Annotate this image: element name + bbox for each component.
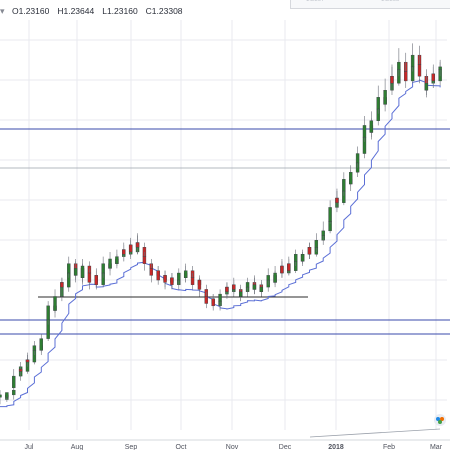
candle-body [424, 83, 429, 91]
legend-high: H1.23644 [57, 6, 95, 16]
candle-body [383, 90, 387, 105]
candle-body [101, 263, 105, 274]
chevron-down-icon[interactable]: ▾ [0, 5, 5, 16]
panel-cell: 1.2367 [306, 0, 325, 3]
candle-body [321, 230, 325, 236]
grid [0, 20, 447, 430]
time-axis: Jul Aug Sep Oct Nov Dec 2018 Feb Mar [0, 439, 450, 450]
candle-body [183, 270, 188, 278]
candle-body [87, 272, 92, 283]
candle-body [438, 66, 442, 70]
candle-body [12, 389, 16, 396]
ohlc-legend: ▾ O1.23160 H1.23644 L1.23160 C1.23308 [0, 3, 189, 19]
candle-body [46, 305, 50, 321]
candle-body [39, 338, 43, 351]
time-tick-label: Sep [125, 444, 138, 450]
candle-body [376, 97, 380, 110]
candle-body [12, 375, 16, 389]
trend-line [309, 428, 441, 438]
candle-body [25, 359, 30, 363]
candle-body [53, 296, 57, 311]
candle-body [273, 272, 277, 283]
candle-body [328, 207, 332, 222]
candle-body [5, 392, 9, 398]
candle-body [225, 286, 229, 292]
candle-body [397, 61, 401, 70]
candle-body [245, 282, 250, 288]
candle-body [369, 120, 374, 133]
candle-body [410, 54, 415, 68]
candle-body [342, 179, 346, 192]
candle-body [73, 268, 78, 276]
candle-body [314, 240, 319, 248]
time-tick-label: 2018 [328, 444, 344, 450]
legend-close: C1.23308 [145, 6, 183, 16]
candle-body [177, 272, 181, 281]
candle-body [390, 76, 394, 84]
candle-body [135, 242, 140, 248]
candle-body [60, 282, 64, 288]
time-tick-label: Feb [383, 444, 395, 450]
horizontal-lines [0, 128, 450, 438]
candle-body [404, 71, 408, 82]
candle-body [80, 265, 85, 278]
candle-body [142, 256, 147, 264]
candle-body [218, 293, 222, 302]
logo-icon [434, 414, 446, 426]
candle-body [335, 197, 339, 203]
time-tick-label: Mar [430, 444, 443, 450]
candle-body [115, 256, 119, 264]
legend-low: L1.23160 [102, 6, 138, 16]
candle-body [266, 275, 270, 281]
candle-body [300, 254, 305, 262]
candle-body [32, 345, 37, 351]
candle-body [67, 263, 71, 274]
time-tick-label: Jul [25, 444, 34, 450]
candle-body [163, 275, 167, 283]
candle-body [18, 368, 23, 372]
time-tick-label: Nov [226, 444, 239, 450]
candle-body [280, 265, 284, 274]
candle-body [355, 153, 360, 164]
candle-body [238, 291, 243, 297]
candle-body [349, 172, 353, 185]
candle-body [156, 270, 160, 281]
top-panel: 1.2367 1.2368 [290, 0, 450, 9]
time-tick-label: Dec [279, 444, 292, 450]
candle-body [94, 275, 98, 285]
candle-body [417, 64, 422, 77]
candle-body [287, 263, 291, 271]
candle-body [128, 244, 133, 253]
candle-body [259, 286, 264, 292]
candle-body [122, 249, 126, 255]
candle-body [307, 247, 312, 255]
candle-body [232, 284, 236, 290]
candle-body [362, 125, 367, 138]
candle-body [149, 268, 153, 276]
time-tick-label: Oct [176, 444, 187, 450]
time-tick-label: Aug [71, 444, 84, 450]
candle-body [170, 277, 174, 285]
candle-body [294, 254, 298, 262]
candle-body [252, 284, 257, 290]
candles [0, 43, 442, 405]
candle-body [108, 258, 112, 269]
candle-body [211, 298, 215, 307]
candle-body [204, 296, 209, 304]
candle-body [431, 73, 435, 82]
candle-body [0, 394, 2, 398]
panel-cell: 1.2368 [381, 0, 400, 3]
candle-body [197, 279, 202, 290]
legend-open: O1.23160 [12, 6, 50, 16]
candle-body [190, 277, 195, 285]
